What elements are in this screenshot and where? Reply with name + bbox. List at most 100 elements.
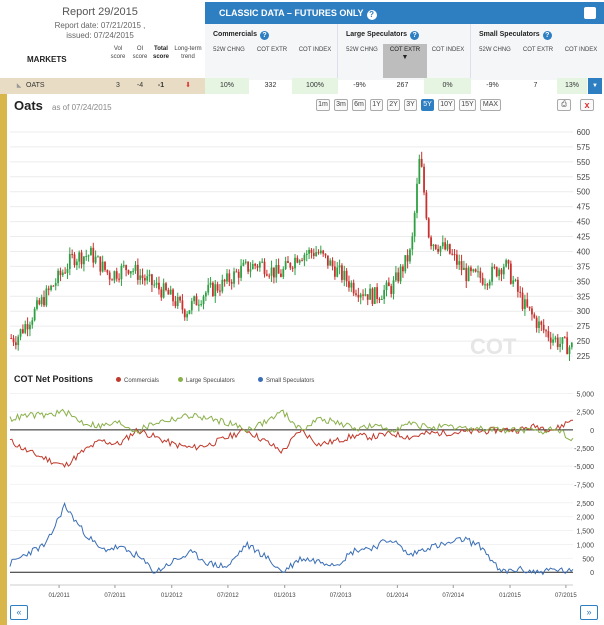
- y-tick-label: 0: [590, 428, 594, 435]
- candle-body: [169, 289, 172, 295]
- candle-body: [298, 260, 301, 263]
- candle-body: [162, 283, 165, 298]
- candle-body: [343, 270, 346, 280]
- candle-body: [54, 283, 57, 286]
- x-tick-label: 07/2013: [330, 593, 352, 599]
- range-button-max[interactable]: MAX: [480, 99, 501, 111]
- candle-body: [404, 255, 407, 272]
- range-button-1y[interactable]: 1Y: [370, 99, 383, 111]
- range-button-10y[interactable]: 10Y: [438, 99, 455, 111]
- candle-body: [230, 282, 233, 284]
- range-button-3m[interactable]: 3m: [334, 99, 348, 111]
- candle-body: [535, 317, 538, 328]
- candle-body: [47, 288, 50, 290]
- candle-body: [200, 304, 203, 306]
- candle-body: [380, 299, 383, 301]
- candle-body: [14, 342, 17, 346]
- candle-body: [542, 324, 545, 331]
- range-button-6m[interactable]: 6m: [352, 99, 366, 111]
- help-icon[interactable]: ?: [259, 31, 269, 40]
- series-line-small-speculators: [9, 501, 574, 576]
- candle-body: [446, 244, 449, 250]
- candle-body: [36, 300, 38, 309]
- candle-body: [204, 292, 207, 297]
- group-title: Small Speculators: [479, 31, 540, 38]
- candle-body: [402, 266, 404, 272]
- candle-body: [425, 192, 428, 219]
- candle-body: [275, 265, 278, 278]
- x-tick-label: 01/2013: [274, 593, 296, 599]
- candle-body: [383, 290, 386, 300]
- sub-header: COT INDEX: [298, 47, 332, 53]
- y-tick-label: 2,000: [576, 515, 594, 522]
- small-index: 13%: [557, 78, 587, 94]
- candle-body: [460, 261, 463, 271]
- legend-dot: [178, 377, 183, 382]
- candle-body: [413, 212, 416, 237]
- sub-header-selected[interactable]: COT EXTR ▼: [383, 44, 427, 78]
- next-button[interactable]: »: [580, 605, 598, 620]
- candle-body: [94, 256, 97, 263]
- market-row-oats[interactable]: ◣ OATS 3 -4 -1 ⬇ 10% 332 100% -9% 267 0%…: [0, 78, 604, 94]
- range-button-15y[interactable]: 15Y: [459, 99, 476, 111]
- x-tick-label: 01/2015: [499, 593, 521, 599]
- expand-icon[interactable]: ◣: [16, 83, 22, 89]
- y-tick-label: 5,000: [576, 391, 594, 398]
- candle-body: [167, 290, 170, 295]
- market-name[interactable]: OATS: [26, 82, 45, 89]
- candle-body: [223, 279, 226, 282]
- candle-body: [141, 275, 144, 278]
- candle-body: [19, 329, 22, 337]
- candle-body: [90, 247, 92, 256]
- candle-body: [101, 261, 104, 272]
- comm-index: 100%: [292, 78, 338, 94]
- scroll-down-icon[interactable]: ▼: [588, 78, 602, 94]
- panel-title: CLASSIC DATA – FUTURES ONLY: [219, 8, 364, 18]
- candle-body: [312, 252, 315, 257]
- candle-body: [87, 255, 90, 257]
- candle-body: [263, 261, 266, 275]
- sub-header: COT INDEX: [564, 47, 598, 53]
- y-tick-label: 425: [577, 233, 591, 242]
- candle-body: [176, 296, 179, 307]
- help-icon[interactable]: ?: [366, 10, 377, 20]
- y-tick-label: 575: [577, 143, 591, 152]
- help-icon[interactable]: ?: [542, 31, 552, 40]
- sub-header: 52W CHNG: [479, 47, 511, 53]
- candle-body: [366, 294, 369, 300]
- printer-icon[interactable]: [584, 7, 596, 19]
- candle-body: [242, 262, 245, 266]
- candle-body: [22, 329, 24, 333]
- range-button-1m[interactable]: 1m: [316, 99, 330, 111]
- range-button-5y[interactable]: 5Y: [421, 99, 434, 111]
- candle-body: [345, 270, 348, 282]
- candle-body: [106, 269, 109, 273]
- candle-body: [207, 284, 210, 293]
- candle-body: [43, 297, 45, 306]
- candle-body: [268, 275, 271, 277]
- candle-body: [455, 254, 458, 265]
- candle-body: [33, 308, 36, 321]
- candle-body: [29, 324, 31, 330]
- candle-body: [528, 306, 531, 309]
- print-chart-icon[interactable]: ⎙: [557, 99, 571, 111]
- candle-body: [254, 263, 257, 266]
- candle-body: [92, 247, 95, 263]
- range-button-2y[interactable]: 2Y: [387, 99, 400, 111]
- candle-body: [458, 261, 461, 265]
- close-icon[interactable]: x: [580, 99, 594, 111]
- candle-body: [244, 261, 247, 263]
- candle-body: [122, 265, 125, 267]
- y-tick-label: 225: [577, 352, 591, 361]
- candle-body: [127, 270, 130, 274]
- x-tick-label: 07/2012: [217, 593, 239, 599]
- prev-button[interactable]: «: [10, 605, 28, 620]
- candle-body: [235, 271, 238, 273]
- legend-dot: [258, 377, 263, 382]
- help-icon[interactable]: ?: [410, 31, 420, 40]
- candle-body: [115, 271, 118, 279]
- comm-chng: 10%: [205, 78, 249, 94]
- range-button-3y[interactable]: 3Y: [404, 99, 417, 111]
- candle-body: [61, 272, 64, 276]
- candle-body: [174, 301, 177, 307]
